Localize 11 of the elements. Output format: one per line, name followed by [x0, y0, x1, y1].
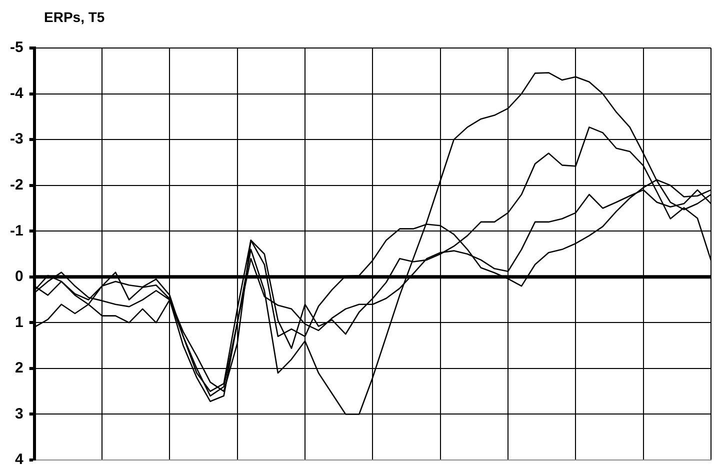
chart-title: ERPs, T5	[44, 9, 105, 25]
y-tick-label: -2	[10, 176, 24, 194]
y-tick-label: -5	[10, 39, 24, 56]
y-tick-label: 2	[14, 360, 24, 377]
y-tick-label: 0	[14, 268, 24, 286]
y-tick-label: 1	[14, 314, 24, 331]
y-tick-label: 4	[14, 451, 24, 468]
y-tick-label: -3	[10, 130, 24, 148]
y-tick-label: -4	[10, 84, 24, 102]
y-tick-label: 3	[14, 405, 24, 422]
y-tick-label: -1	[10, 222, 24, 240]
